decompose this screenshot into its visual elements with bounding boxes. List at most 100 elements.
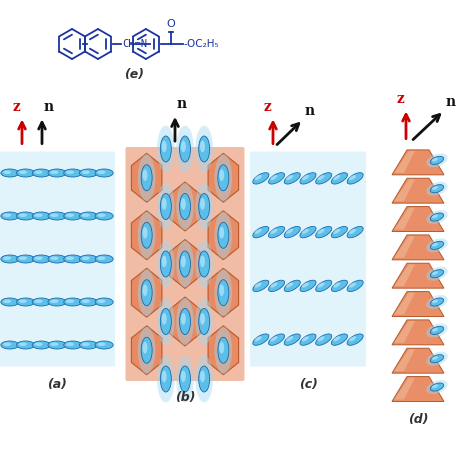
Ellipse shape	[331, 280, 347, 292]
Ellipse shape	[143, 169, 147, 181]
Ellipse shape	[95, 298, 113, 306]
Ellipse shape	[270, 229, 277, 234]
Ellipse shape	[157, 126, 174, 173]
Polygon shape	[392, 348, 444, 373]
Ellipse shape	[160, 366, 171, 392]
Ellipse shape	[430, 156, 444, 164]
Ellipse shape	[430, 298, 444, 306]
Ellipse shape	[218, 222, 229, 248]
Ellipse shape	[215, 212, 232, 259]
Ellipse shape	[195, 298, 213, 345]
Ellipse shape	[286, 336, 293, 341]
Ellipse shape	[180, 193, 191, 219]
Ellipse shape	[430, 185, 444, 193]
Ellipse shape	[64, 341, 82, 349]
Ellipse shape	[82, 213, 90, 217]
Polygon shape	[392, 320, 444, 345]
Ellipse shape	[48, 169, 66, 177]
Ellipse shape	[199, 193, 210, 219]
Ellipse shape	[82, 300, 90, 303]
Ellipse shape	[50, 213, 58, 217]
Ellipse shape	[64, 255, 82, 263]
FancyBboxPatch shape	[0, 152, 115, 194]
Ellipse shape	[318, 175, 325, 180]
Ellipse shape	[426, 352, 448, 366]
Ellipse shape	[35, 256, 43, 260]
Ellipse shape	[269, 227, 284, 238]
Ellipse shape	[316, 227, 332, 238]
Ellipse shape	[35, 213, 43, 217]
Ellipse shape	[432, 300, 438, 303]
FancyBboxPatch shape	[0, 323, 115, 366]
Ellipse shape	[95, 341, 113, 349]
Text: n: n	[305, 103, 315, 118]
Polygon shape	[208, 326, 238, 374]
Ellipse shape	[97, 300, 106, 303]
Ellipse shape	[432, 328, 438, 331]
Ellipse shape	[200, 371, 205, 382]
Ellipse shape	[432, 158, 438, 162]
FancyBboxPatch shape	[250, 152, 366, 205]
Ellipse shape	[95, 169, 113, 177]
Polygon shape	[394, 179, 415, 201]
Ellipse shape	[200, 141, 205, 152]
Ellipse shape	[82, 170, 90, 174]
Ellipse shape	[200, 198, 205, 210]
Ellipse shape	[32, 298, 50, 306]
Ellipse shape	[138, 155, 155, 201]
Ellipse shape	[219, 284, 224, 296]
Ellipse shape	[349, 229, 356, 234]
Ellipse shape	[48, 341, 66, 349]
Ellipse shape	[35, 342, 43, 346]
Ellipse shape	[331, 334, 347, 345]
Ellipse shape	[162, 141, 167, 152]
Ellipse shape	[17, 255, 35, 263]
Ellipse shape	[270, 283, 277, 288]
Ellipse shape	[426, 153, 448, 167]
Ellipse shape	[1, 255, 19, 263]
Ellipse shape	[157, 298, 174, 345]
Ellipse shape	[176, 126, 194, 173]
Ellipse shape	[432, 271, 438, 275]
Ellipse shape	[162, 371, 167, 382]
Ellipse shape	[141, 280, 152, 306]
Ellipse shape	[180, 366, 191, 392]
Polygon shape	[131, 153, 162, 202]
Ellipse shape	[430, 241, 444, 249]
Ellipse shape	[162, 255, 167, 267]
Polygon shape	[392, 263, 444, 288]
FancyBboxPatch shape	[0, 281, 115, 323]
Ellipse shape	[199, 366, 210, 392]
Ellipse shape	[3, 256, 11, 260]
Ellipse shape	[48, 212, 66, 220]
Ellipse shape	[32, 212, 50, 220]
Polygon shape	[394, 236, 415, 258]
Ellipse shape	[316, 173, 332, 184]
Polygon shape	[131, 326, 162, 374]
Ellipse shape	[82, 256, 90, 260]
Polygon shape	[208, 268, 238, 317]
Ellipse shape	[64, 298, 82, 306]
Text: (a): (a)	[47, 378, 67, 391]
Text: -OC₂H₅: -OC₂H₅	[184, 39, 219, 49]
Ellipse shape	[432, 186, 438, 190]
Text: CH=N: CH=N	[122, 39, 147, 49]
Ellipse shape	[138, 212, 155, 259]
Ellipse shape	[48, 255, 66, 263]
Ellipse shape	[253, 173, 269, 184]
Ellipse shape	[349, 175, 356, 180]
Ellipse shape	[97, 213, 106, 217]
Ellipse shape	[255, 283, 262, 288]
Ellipse shape	[3, 213, 11, 217]
Polygon shape	[131, 211, 162, 260]
Ellipse shape	[253, 334, 269, 345]
Ellipse shape	[195, 183, 213, 230]
Polygon shape	[170, 297, 201, 346]
Ellipse shape	[157, 356, 174, 402]
Ellipse shape	[80, 169, 98, 177]
Text: (e): (e)	[124, 67, 144, 81]
Ellipse shape	[269, 334, 284, 345]
Ellipse shape	[426, 380, 448, 394]
Ellipse shape	[269, 173, 284, 184]
Ellipse shape	[284, 280, 301, 292]
